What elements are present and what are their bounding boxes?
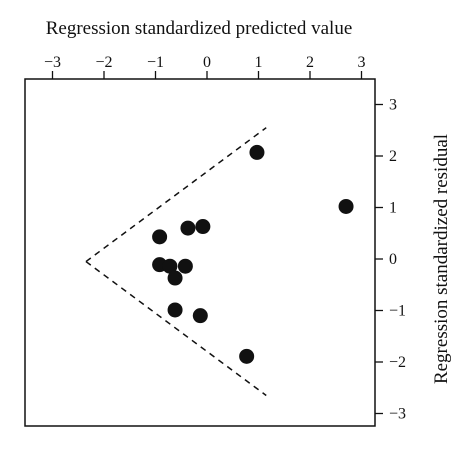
data-point: [177, 258, 193, 274]
x-tick-label: 0: [203, 54, 211, 71]
data-point: [167, 270, 183, 286]
data-point: [338, 198, 354, 214]
data-point: [167, 302, 183, 318]
y-tick-label: −1: [389, 303, 406, 320]
x-axis-top: −3 −2 −1 0 1 2 3: [44, 54, 366, 79]
x-tick-label: 2: [306, 54, 314, 71]
x-tick-label: 3: [358, 54, 366, 71]
y-tick-label: 3: [389, 97, 397, 114]
data-point: [162, 258, 178, 274]
data-point: [192, 308, 208, 324]
reference-lines: [85, 127, 267, 397]
data-point: [152, 229, 168, 245]
y-axis-right: −3 −2 −1 0 1 2 3: [375, 97, 406, 423]
x-tick-label: 1: [255, 54, 263, 71]
x-axis-label: Regression standardized predicted value: [46, 18, 353, 39]
plot-area: [24, 78, 376, 427]
y-tick-label: 2: [389, 148, 397, 165]
data-point: [180, 220, 196, 236]
reference-line: [85, 260, 267, 397]
reference-line: [85, 127, 267, 263]
data-point: [239, 348, 255, 364]
x-tick-label: −3: [44, 54, 61, 71]
data-point: [195, 219, 211, 235]
y-tick-label: 0: [389, 251, 397, 268]
y-tick-label: −2: [389, 354, 406, 371]
y-tick-label: −3: [389, 406, 406, 423]
y-axis-label: Regression standardized residual: [431, 134, 452, 384]
y-tick-label: 1: [389, 200, 397, 217]
x-tick-label: −1: [147, 54, 164, 71]
data-points: [152, 144, 354, 364]
x-tick-label: −2: [95, 54, 112, 71]
data-point: [249, 144, 265, 160]
